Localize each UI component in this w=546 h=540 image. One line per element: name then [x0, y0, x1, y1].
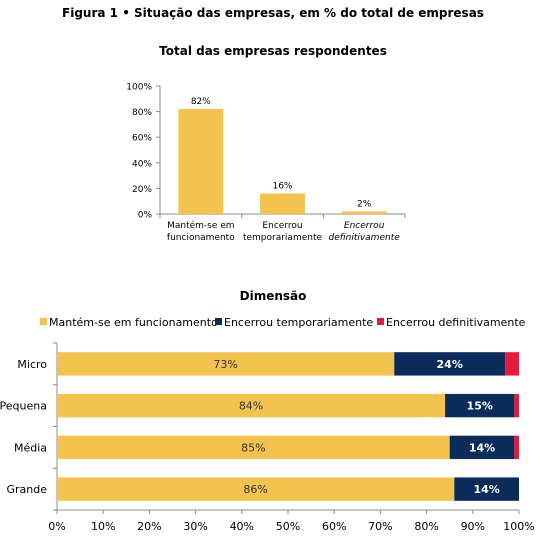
x-tick-label: funcionamento: [167, 233, 235, 243]
y-tick-label: 20%: [132, 185, 152, 195]
total-bar-chart: 0% 20% 40% 60% 80% 100% 82% Mantém-se em funcion…: [126, 83, 406, 243]
legend-label: Mantém-se em funcionamento: [49, 316, 218, 329]
y-tick-label: 0%: [138, 211, 153, 221]
chart-title-dimension: Dimensão: [239, 289, 307, 303]
x-tick-label: 70%: [368, 520, 392, 533]
bar-segment: [57, 435, 450, 460]
y-tick-label: 80%: [132, 108, 152, 118]
data-label: 16%: [272, 182, 292, 192]
data-label: 14%: [473, 483, 499, 496]
x-tick-label: temporariamente: [243, 233, 323, 243]
legend-swatch: [215, 318, 222, 325]
chart-title-total: Total das empresas respondentes: [159, 44, 387, 58]
data-label: 15%: [467, 400, 493, 413]
bar-segment: [514, 393, 519, 418]
x-tick-label: Encerrou: [344, 221, 385, 231]
x-tick-label: 50%: [276, 520, 300, 533]
data-label: 14%: [469, 441, 495, 454]
x-tick-label: 60%: [322, 520, 346, 533]
bar: [178, 109, 224, 214]
x-tick-label: 30%: [183, 520, 207, 533]
y-tick-label: Grande: [6, 483, 47, 496]
x-tick-label: 20%: [137, 520, 161, 533]
y-tick-label: 40%: [132, 159, 152, 169]
x-tick-label: 90%: [461, 520, 485, 533]
y-tick-label: 100%: [126, 83, 152, 93]
data-label: 84%: [239, 400, 263, 413]
legend-swatch: [40, 318, 47, 325]
data-label: 2%: [357, 199, 372, 209]
data-label: 24%: [437, 358, 463, 371]
data-label: 73%: [213, 358, 237, 371]
legend-swatch: [377, 318, 384, 325]
x-tick-label: 0%: [48, 520, 65, 533]
bar-segment: [394, 352, 506, 376]
figure-title: Figura 1 • Situação das empresas, em % d…: [62, 6, 484, 20]
bar-segment: [514, 435, 519, 460]
y-tick-label: 60%: [132, 134, 152, 144]
bar-segment: [454, 477, 519, 501]
legend-label: Encerrou temporariamente: [224, 316, 373, 329]
data-label: 82%: [191, 97, 211, 107]
x-tick-label: 40%: [230, 520, 254, 533]
x-tick-label: definitivamente: [329, 233, 401, 243]
x-tick-label: 80%: [414, 520, 438, 533]
bar-segment: [57, 352, 395, 376]
x-tick-label: 10%: [91, 520, 115, 533]
legend-label: Encerrou definitivamente: [386, 316, 526, 329]
data-label: 86%: [243, 483, 267, 496]
bar: [341, 211, 387, 214]
x-tick-label: Encerrou: [262, 221, 302, 231]
x-tick-label: 100%: [503, 520, 534, 533]
bar-segment: [57, 477, 455, 501]
y-tick-label: Média: [14, 441, 47, 454]
bar-segment: [445, 393, 515, 418]
y-tick-label: Pequena: [0, 400, 47, 413]
bar: [260, 193, 305, 214]
x-tick-label: Mantém-se em: [167, 220, 234, 231]
y-tick-label: Micro: [17, 358, 47, 371]
bar-segment: [449, 435, 515, 460]
data-label: 85%: [241, 441, 265, 454]
bar-segment: [57, 393, 446, 418]
bar-segment: [505, 352, 519, 376]
